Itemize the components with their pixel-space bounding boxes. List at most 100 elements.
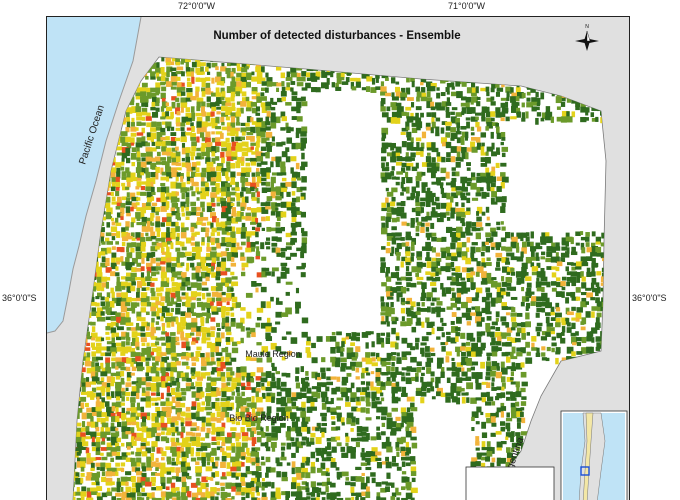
disturbance-pixel — [481, 111, 486, 119]
disturbance-pixel — [151, 97, 157, 104]
disturbance-pixel — [471, 372, 479, 379]
disturbance-pixel — [381, 127, 389, 135]
disturbance-pixel — [510, 407, 517, 414]
disturbance-pixel — [145, 441, 150, 446]
disturbance-pixel — [440, 317, 444, 323]
disturbance-pixel — [211, 441, 218, 446]
disturbance-pixel — [190, 367, 196, 375]
disturbance-pixel — [431, 257, 437, 262]
disturbance-pixel — [181, 301, 188, 307]
disturbance-pixel — [261, 121, 267, 128]
disturbance-pixel — [126, 252, 133, 259]
disturbance-pixel — [160, 76, 166, 82]
disturbance-pixel — [195, 156, 203, 160]
disturbance-pixel — [426, 86, 434, 92]
disturbance-pixel — [475, 112, 482, 116]
disturbance-pixel — [446, 336, 451, 342]
disturbance-pixel — [246, 167, 252, 173]
disturbance-pixel — [226, 446, 232, 451]
disturbance-pixel — [126, 121, 131, 128]
disturbance-pixel — [236, 211, 242, 217]
disturbance-pixel — [176, 82, 183, 89]
disturbance-pixel — [565, 307, 570, 315]
disturbance-pixel — [511, 236, 518, 243]
disturbance-pixel — [206, 341, 212, 349]
disturbance-pixel — [155, 407, 161, 413]
disturbance-pixel — [126, 442, 134, 448]
disturbance-pixel — [295, 446, 299, 453]
disturbance-pixel — [231, 242, 236, 249]
disturbance-pixel — [525, 312, 530, 320]
disturbance-pixel — [451, 256, 458, 262]
disturbance-pixel — [425, 317, 430, 323]
disturbance-pixel — [156, 292, 163, 297]
disturbance-pixel — [515, 362, 523, 370]
disturbance-pixel — [155, 141, 162, 146]
disturbance-pixel — [266, 301, 271, 309]
disturbance-pixel — [115, 401, 122, 408]
disturbance-pixel — [301, 176, 307, 183]
disturbance-pixel — [311, 87, 317, 93]
disturbance-pixel — [151, 427, 157, 434]
disturbance-pixel — [216, 367, 224, 372]
disturbance-pixel — [315, 447, 322, 453]
disturbance-pixel — [185, 382, 192, 387]
disturbance-pixel — [131, 237, 136, 241]
disturbance-pixel — [425, 216, 432, 221]
disturbance-pixel — [410, 346, 415, 351]
disturbance-pixel — [460, 332, 466, 339]
disturbance-pixel — [265, 271, 271, 276]
disturbance-pixel — [151, 121, 157, 127]
disturbance-pixel — [451, 107, 458, 111]
disturbance-pixel — [221, 62, 225, 67]
disturbance-pixel — [345, 432, 349, 438]
disturbance-pixel — [121, 231, 129, 238]
disturbance-pixel — [110, 287, 114, 294]
disturbance-pixel — [146, 151, 153, 159]
disturbance-pixel — [446, 276, 454, 281]
disturbance-pixel — [250, 117, 254, 122]
disturbance-pixel — [106, 396, 112, 400]
disturbance-pixel — [206, 361, 213, 366]
disturbance-pixel — [280, 226, 285, 232]
disturbance-pixel — [595, 262, 599, 268]
disturbance-pixel — [500, 97, 508, 101]
disturbance-pixel — [446, 152, 451, 158]
disturbance-pixel — [91, 446, 98, 452]
disturbance-pixel — [431, 327, 435, 335]
disturbance-pixel — [466, 361, 473, 366]
disturbance-pixel — [580, 101, 586, 109]
disturbance-pixel — [151, 251, 156, 257]
disturbance-pixel — [195, 381, 203, 387]
disturbance-pixel — [461, 281, 467, 289]
disturbance-pixel — [205, 116, 210, 122]
disturbance-pixel — [430, 352, 436, 357]
disturbance-pixel — [160, 296, 166, 302]
disturbance-pixel — [551, 92, 555, 97]
disturbance-pixel — [90, 332, 98, 338]
disturbance-pixel — [275, 211, 283, 218]
disturbance-pixel — [246, 61, 250, 68]
disturbance-pixel — [476, 186, 481, 194]
disturbance-pixel — [125, 341, 130, 346]
disturbance-pixel — [406, 97, 414, 101]
disturbance-pixel — [196, 221, 203, 225]
disturbance-pixel — [451, 272, 459, 276]
disturbance-pixel — [215, 297, 223, 302]
disturbance-pixel — [350, 336, 357, 341]
disturbance-pixel — [221, 436, 226, 443]
disturbance-pixel — [220, 251, 228, 257]
disturbance-pixel — [150, 62, 157, 69]
disturbance-pixel — [380, 397, 385, 402]
disturbance-pixel — [205, 66, 209, 72]
disturbance-pixel — [585, 107, 590, 113]
disturbance-pixel — [485, 262, 492, 267]
disturbance-pixel — [595, 317, 600, 323]
disturbance-pixel — [191, 432, 196, 437]
disturbance-pixel — [171, 147, 178, 152]
disturbance-pixel — [490, 242, 498, 248]
disturbance-pixel — [150, 246, 158, 252]
disturbance-pixel — [510, 377, 514, 381]
disturbance-pixel — [211, 216, 217, 223]
disturbance-pixel — [411, 237, 417, 245]
